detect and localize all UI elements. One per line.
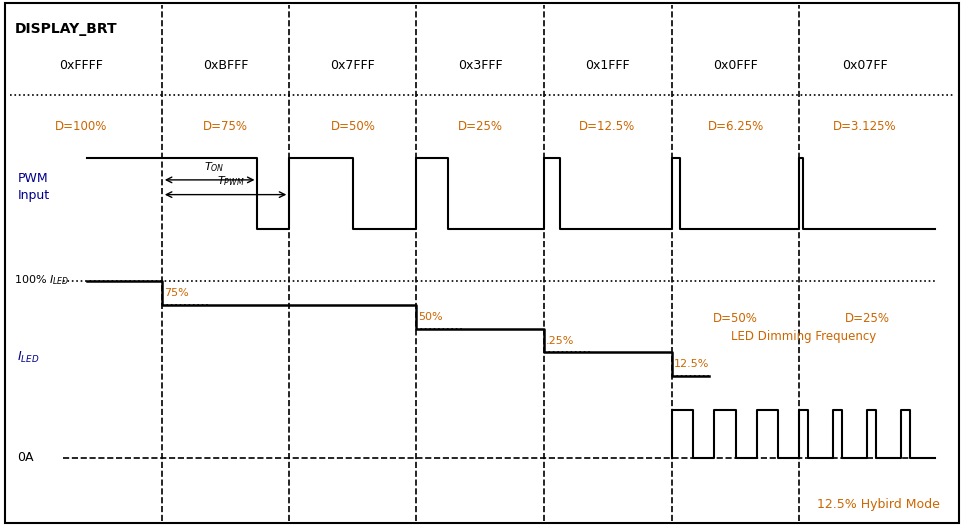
Text: 0x07FF: 0x07FF <box>842 59 888 72</box>
Text: 0x3FFF: 0x3FFF <box>458 59 502 72</box>
Text: D=50%: D=50% <box>713 312 758 325</box>
Text: D=25%: D=25% <box>844 312 890 325</box>
Text: PWM: PWM <box>17 173 48 185</box>
Text: 0xBFFF: 0xBFFF <box>202 59 249 72</box>
Text: D=6.25%: D=6.25% <box>708 120 763 133</box>
FancyBboxPatch shape <box>5 3 959 523</box>
Text: $T_{ON}$: $T_{ON}$ <box>204 160 225 174</box>
Text: D=25%: D=25% <box>458 120 502 133</box>
Text: LED Dimming Frequency: LED Dimming Frequency <box>731 330 876 343</box>
Text: $T_{PWM}$: $T_{PWM}$ <box>217 175 244 188</box>
Text: 12.5% Hybird Mode: 12.5% Hybird Mode <box>817 499 940 511</box>
Text: 0x1FFF: 0x1FFF <box>585 59 629 72</box>
Text: D=50%: D=50% <box>331 120 375 133</box>
Text: Input: Input <box>17 189 49 202</box>
Text: 75%: 75% <box>164 288 189 298</box>
Text: D=100%: D=100% <box>55 120 107 133</box>
Text: 0x7FFF: 0x7FFF <box>331 59 375 72</box>
Text: DISPLAY_BRT: DISPLAY_BRT <box>14 22 117 36</box>
Text: 0x0FFF: 0x0FFF <box>713 59 758 72</box>
Text: 50%: 50% <box>418 312 443 322</box>
Text: D=75%: D=75% <box>203 120 248 133</box>
Text: 0xFFFF: 0xFFFF <box>59 59 103 72</box>
Text: .25%: .25% <box>546 336 574 346</box>
Text: $I_{LED}$: $I_{LED}$ <box>17 350 40 365</box>
Text: 12.5%: 12.5% <box>674 359 710 369</box>
Text: 100% $I_{LED}$: 100% $I_{LED}$ <box>14 274 70 287</box>
Text: D=12.5%: D=12.5% <box>579 120 635 133</box>
Text: D=3.125%: D=3.125% <box>833 120 897 133</box>
Text: 0A: 0A <box>17 451 34 464</box>
